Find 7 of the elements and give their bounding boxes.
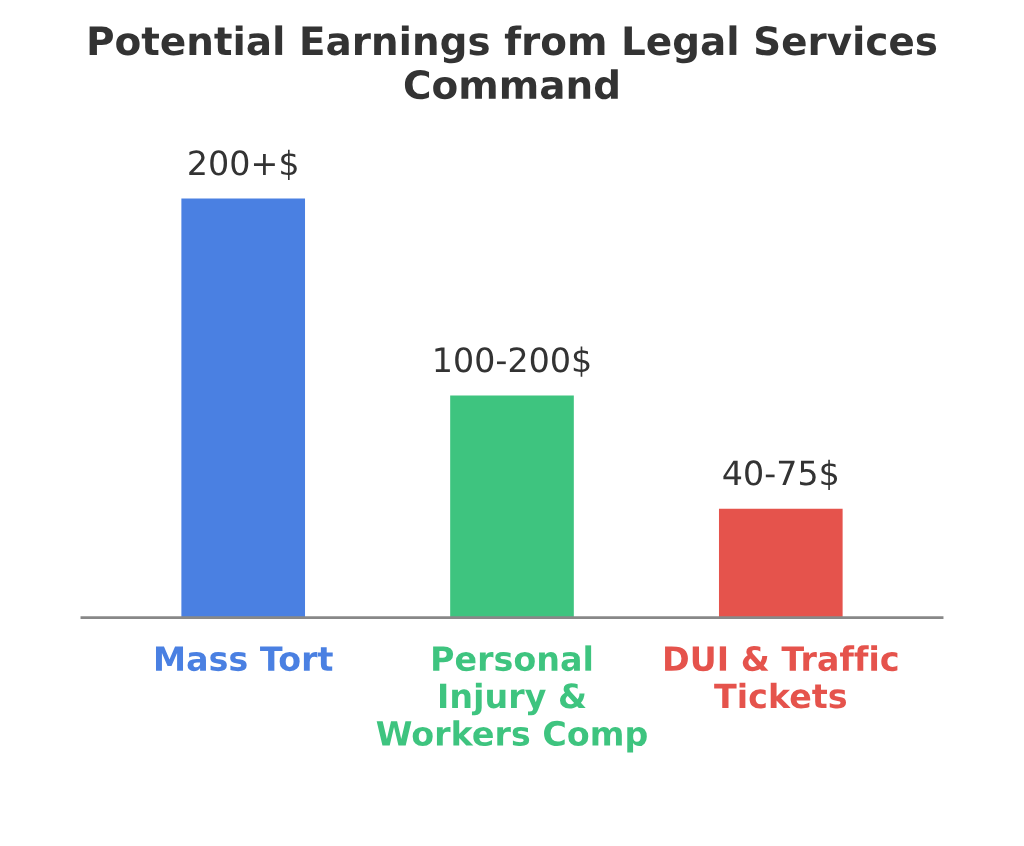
x-tick-label: Mass Tort — [155, 646, 333, 672]
data-label: 100-200$ — [435, 346, 590, 377]
x-tick-label: Personal Injury & Workers Comp — [376, 645, 647, 753]
chart-title: Potential Earnings from Legal Services Command — [89, 25, 937, 100]
x-tick-label: DUI & Traffic Tickets — [665, 645, 898, 709]
data-label: 200+$ — [189, 149, 297, 180]
data-label: 40-75$ — [723, 459, 838, 490]
